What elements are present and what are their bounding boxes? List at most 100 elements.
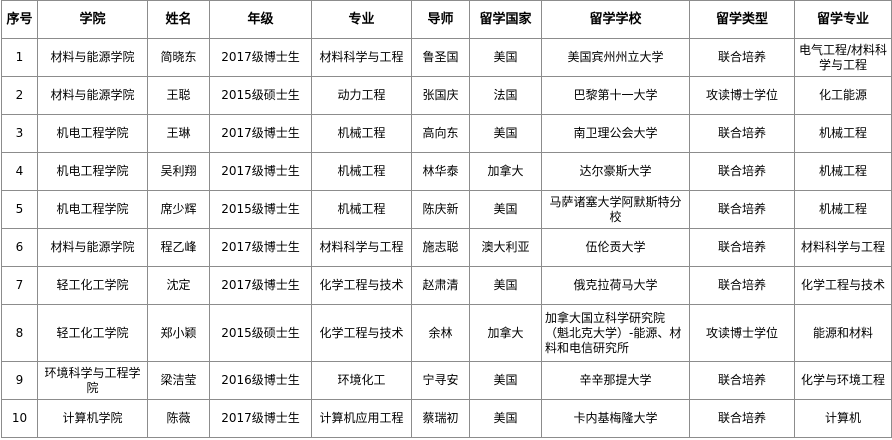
table-cell: 联合培养 [689, 399, 795, 438]
table-cell: 电气工程/材料科学与工程 [794, 38, 892, 77]
table-cell: 南卫理公会大学 [541, 114, 690, 153]
table-cell: 美国 [469, 38, 542, 77]
table-cell: 机电工程学院 [37, 190, 148, 229]
table-cell: 美国 [469, 114, 542, 153]
table-cell: 攻读博士学位 [689, 76, 795, 115]
table-cell: 蔡瑞初 [411, 399, 470, 438]
table-cell: 达尔豪斯大学 [541, 152, 690, 191]
table-cell: 材料与能源学院 [37, 76, 148, 115]
table-cell: 材料科学与工程 [794, 228, 892, 267]
table-cell: 动力工程 [311, 76, 412, 115]
table-cell: 施志聪 [411, 228, 470, 267]
table-cell: 澳大利亚 [469, 228, 542, 267]
table-cell: 宁寻安 [411, 361, 470, 400]
table-cell: 郑小颖 [147, 304, 210, 362]
table-row: 1 材料与能源学院 简晓东 2017级博士生 材料科学与工程 鲁圣国 美国 美国宾州州立大学联… [1, 38, 892, 77]
table-cell: 机械工程 [311, 152, 412, 191]
table-cell: 2015级硕士生 [209, 304, 312, 362]
table-cell: 联合培养 [689, 228, 795, 267]
table-cell: 计算机应用工程 [311, 399, 412, 438]
table-cell: 俄克拉荷马大学 [541, 266, 690, 305]
table-cell: 化学工程与技术 [794, 266, 892, 305]
table-cell: 环境化工 [311, 361, 412, 400]
table-cell: 马萨诸塞大学阿默斯特分校 [541, 190, 690, 229]
table-cell: 材料科学与工程 [311, 38, 412, 77]
table-cell: 化学工程与技术 [311, 266, 412, 305]
table-cell: 辛辛那提大学 [541, 361, 690, 400]
table-cell: 机械工程 [794, 152, 892, 191]
table-cell: 5 [1, 190, 38, 229]
table-cell: 简晓东 [147, 38, 210, 77]
table-cell: 美国宾州州立大学 [541, 38, 690, 77]
table-cell: 陈薇 [147, 399, 210, 438]
table-cell: 机械工程 [794, 114, 892, 153]
table-cell: 联合培养 [689, 190, 795, 229]
table-cell: 机电工程学院 [37, 114, 148, 153]
header-cell: 专业 [311, 0, 412, 39]
table-cell: 卡内基梅隆大学 [541, 399, 690, 438]
table-cell: 2015级博士生 [209, 190, 312, 229]
table-cell: 材料与能源学院 [37, 228, 148, 267]
table-cell: 9 [1, 361, 38, 400]
table-row: 2 材料与能源学院 王聪 2015级硕士生 动力工程 张国庆 法国 巴黎第十一大学 攻读博士学位… [1, 76, 892, 115]
table-cell: 3 [1, 114, 38, 153]
table-cell: 高向东 [411, 114, 470, 153]
table-cell: 2017级博士生 [209, 266, 312, 305]
table-cell: 2017级博士生 [209, 228, 312, 267]
table-cell: 联合培养 [689, 152, 795, 191]
table-cell: 计算机 [794, 399, 892, 438]
table-cell: 轻工化工学院 [37, 266, 148, 305]
table-cell: 4 [1, 152, 38, 191]
table-cell: 王琳 [147, 114, 210, 153]
table-cell: 化学工程与技术 [311, 304, 412, 362]
table-cell: 联合培养 [689, 38, 795, 77]
table-cell: 2017级博士生 [209, 114, 312, 153]
table-cell: 法国 [469, 76, 542, 115]
table-cell: 程乙峰 [147, 228, 210, 267]
table-cell: 联合培养 [689, 114, 795, 153]
table-cell: 化工能源 [794, 76, 892, 115]
table-cell: 机械工程 [311, 190, 412, 229]
table-cell: 环境科学与工程学院 [37, 361, 148, 400]
header-cell: 学院 [37, 0, 148, 39]
table-cell: 机械工程 [794, 190, 892, 229]
table-cell: 机电工程学院 [37, 152, 148, 191]
table-body: 1 材料与能源学院 简晓东 2017级博士生 材料科学与工程 鲁圣国 美国 美国宾州州立大学联… [1, 38, 892, 438]
table-cell: 鲁圣国 [411, 38, 470, 77]
table-row: 6 材料与能源学院 程乙峰 2017级博士生 材料科学与工程 施志聪 澳大利亚 伍伦贡大学 联合… [1, 228, 892, 267]
table-cell: 赵肃清 [411, 266, 470, 305]
table-cell: 美国 [469, 266, 542, 305]
table-cell: 吴利翔 [147, 152, 210, 191]
table-cell: 伍伦贡大学 [541, 228, 690, 267]
table-cell: 余林 [411, 304, 470, 362]
table-cell: 2017级博士生 [209, 152, 312, 191]
table-row: 9 环境科学与工程学院 梁洁莹 2016级博士生 环境化工 宁寻安 美国 辛辛那提大学 联合培养… [1, 361, 892, 400]
table-cell: 美国 [469, 361, 542, 400]
table-cell: 2017级博士生 [209, 38, 312, 77]
table-cell: 加拿大 [469, 304, 542, 362]
header-row: 序号 学院 姓名 年级 专业 导师 留学国家 留学学校 留学类型 留学专业 [1, 0, 892, 39]
table-cell: 林华泰 [411, 152, 470, 191]
table-cell: 轻工化工学院 [37, 304, 148, 362]
table-cell: 机械工程 [311, 114, 412, 153]
table-cell: 加拿大 [469, 152, 542, 191]
table-cell: 8 [1, 304, 38, 362]
table-cell: 能源和材料 [794, 304, 892, 362]
table-cell: 美国 [469, 399, 542, 438]
table-cell: 10 [1, 399, 38, 438]
table-cell: 巴黎第十一大学 [541, 76, 690, 115]
table-cell: 王聪 [147, 76, 210, 115]
table-cell: 材料与能源学院 [37, 38, 148, 77]
table-cell: 陈庆新 [411, 190, 470, 229]
table-cell: 材料科学与工程 [311, 228, 412, 267]
table-cell: 7 [1, 266, 38, 305]
header-cell: 留学国家 [469, 0, 542, 39]
table-row: 4 机电工程学院 吴利翔 2017级博士生 机械工程 林华泰 加拿大 达尔豪斯大学 联合培养 机械… [1, 152, 892, 191]
header-cell: 序号 [1, 0, 38, 39]
table-row: 10 计算机学院 陈薇 2017级博士生 计算机应用工程 蔡瑞初 美国 卡内基梅隆大学 联合培养… [1, 399, 892, 438]
table-cell: 计算机学院 [37, 399, 148, 438]
table-cell: 攻读博士学位 [689, 304, 795, 362]
table-row: 7 轻工化工学院 沈定 2017级博士生 化学工程与技术 赵肃清 美国 俄克拉荷马大学 联合培养… [1, 266, 892, 305]
